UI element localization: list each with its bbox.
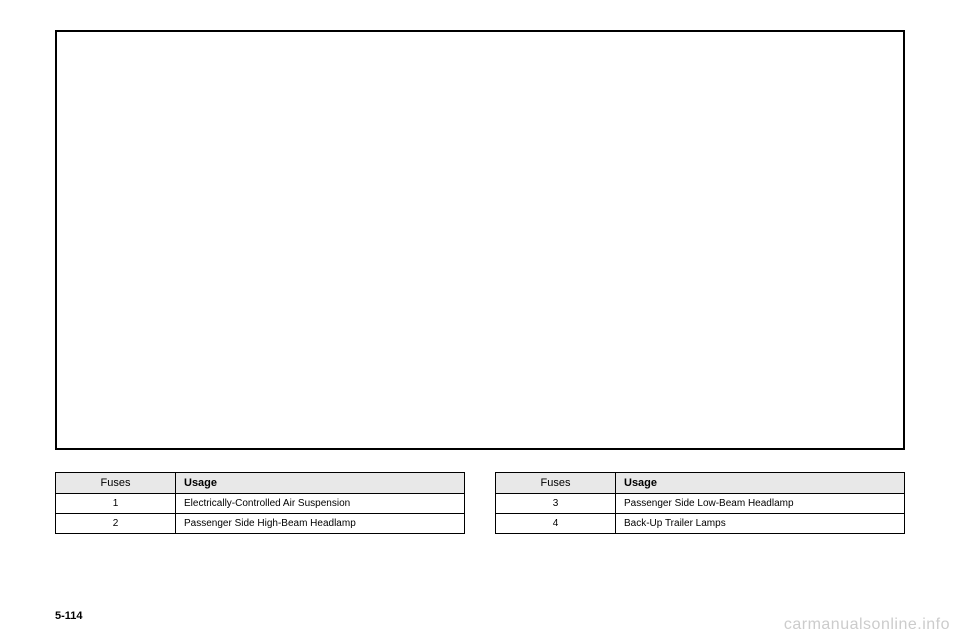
fuse-number: 4 — [496, 514, 616, 534]
fuse-usage: Electrically-Controlled Air Suspension — [176, 494, 465, 514]
table-header-row: Fuses Usage — [496, 473, 905, 494]
col-header-fuses: Fuses — [496, 473, 616, 494]
col-header-usage: Usage — [616, 473, 905, 494]
table-row: 1 Electrically-Controlled Air Suspension — [56, 494, 465, 514]
page-number: 5-114 — [55, 610, 83, 622]
table-header-row: Fuses Usage — [56, 473, 465, 494]
table-row: 4 Back-Up Trailer Lamps — [496, 514, 905, 534]
fuse-number: 1 — [56, 494, 176, 514]
fuse-diagram-placeholder — [55, 30, 905, 450]
fuse-usage: Passenger Side High-Beam Headlamp — [176, 514, 465, 534]
col-header-usage: Usage — [176, 473, 465, 494]
fuse-number: 3 — [496, 494, 616, 514]
table-row: 3 Passenger Side Low-Beam Headlamp — [496, 494, 905, 514]
tables-container: Fuses Usage 1 Electrically-Controlled Ai… — [55, 472, 905, 534]
watermark-text: carmanualsonline.info — [784, 616, 950, 634]
fuse-table-left: Fuses Usage 1 Electrically-Controlled Ai… — [55, 472, 465, 534]
col-header-fuses: Fuses — [56, 473, 176, 494]
fuse-number: 2 — [56, 514, 176, 534]
fuse-usage: Back-Up Trailer Lamps — [616, 514, 905, 534]
table-row: 2 Passenger Side High-Beam Headlamp — [56, 514, 465, 534]
manual-page: Fuses Usage 1 Electrically-Controlled Ai… — [0, 0, 960, 640]
fuse-table-right: Fuses Usage 3 Passenger Side Low-Beam He… — [495, 472, 905, 534]
fuse-usage: Passenger Side Low-Beam Headlamp — [616, 494, 905, 514]
